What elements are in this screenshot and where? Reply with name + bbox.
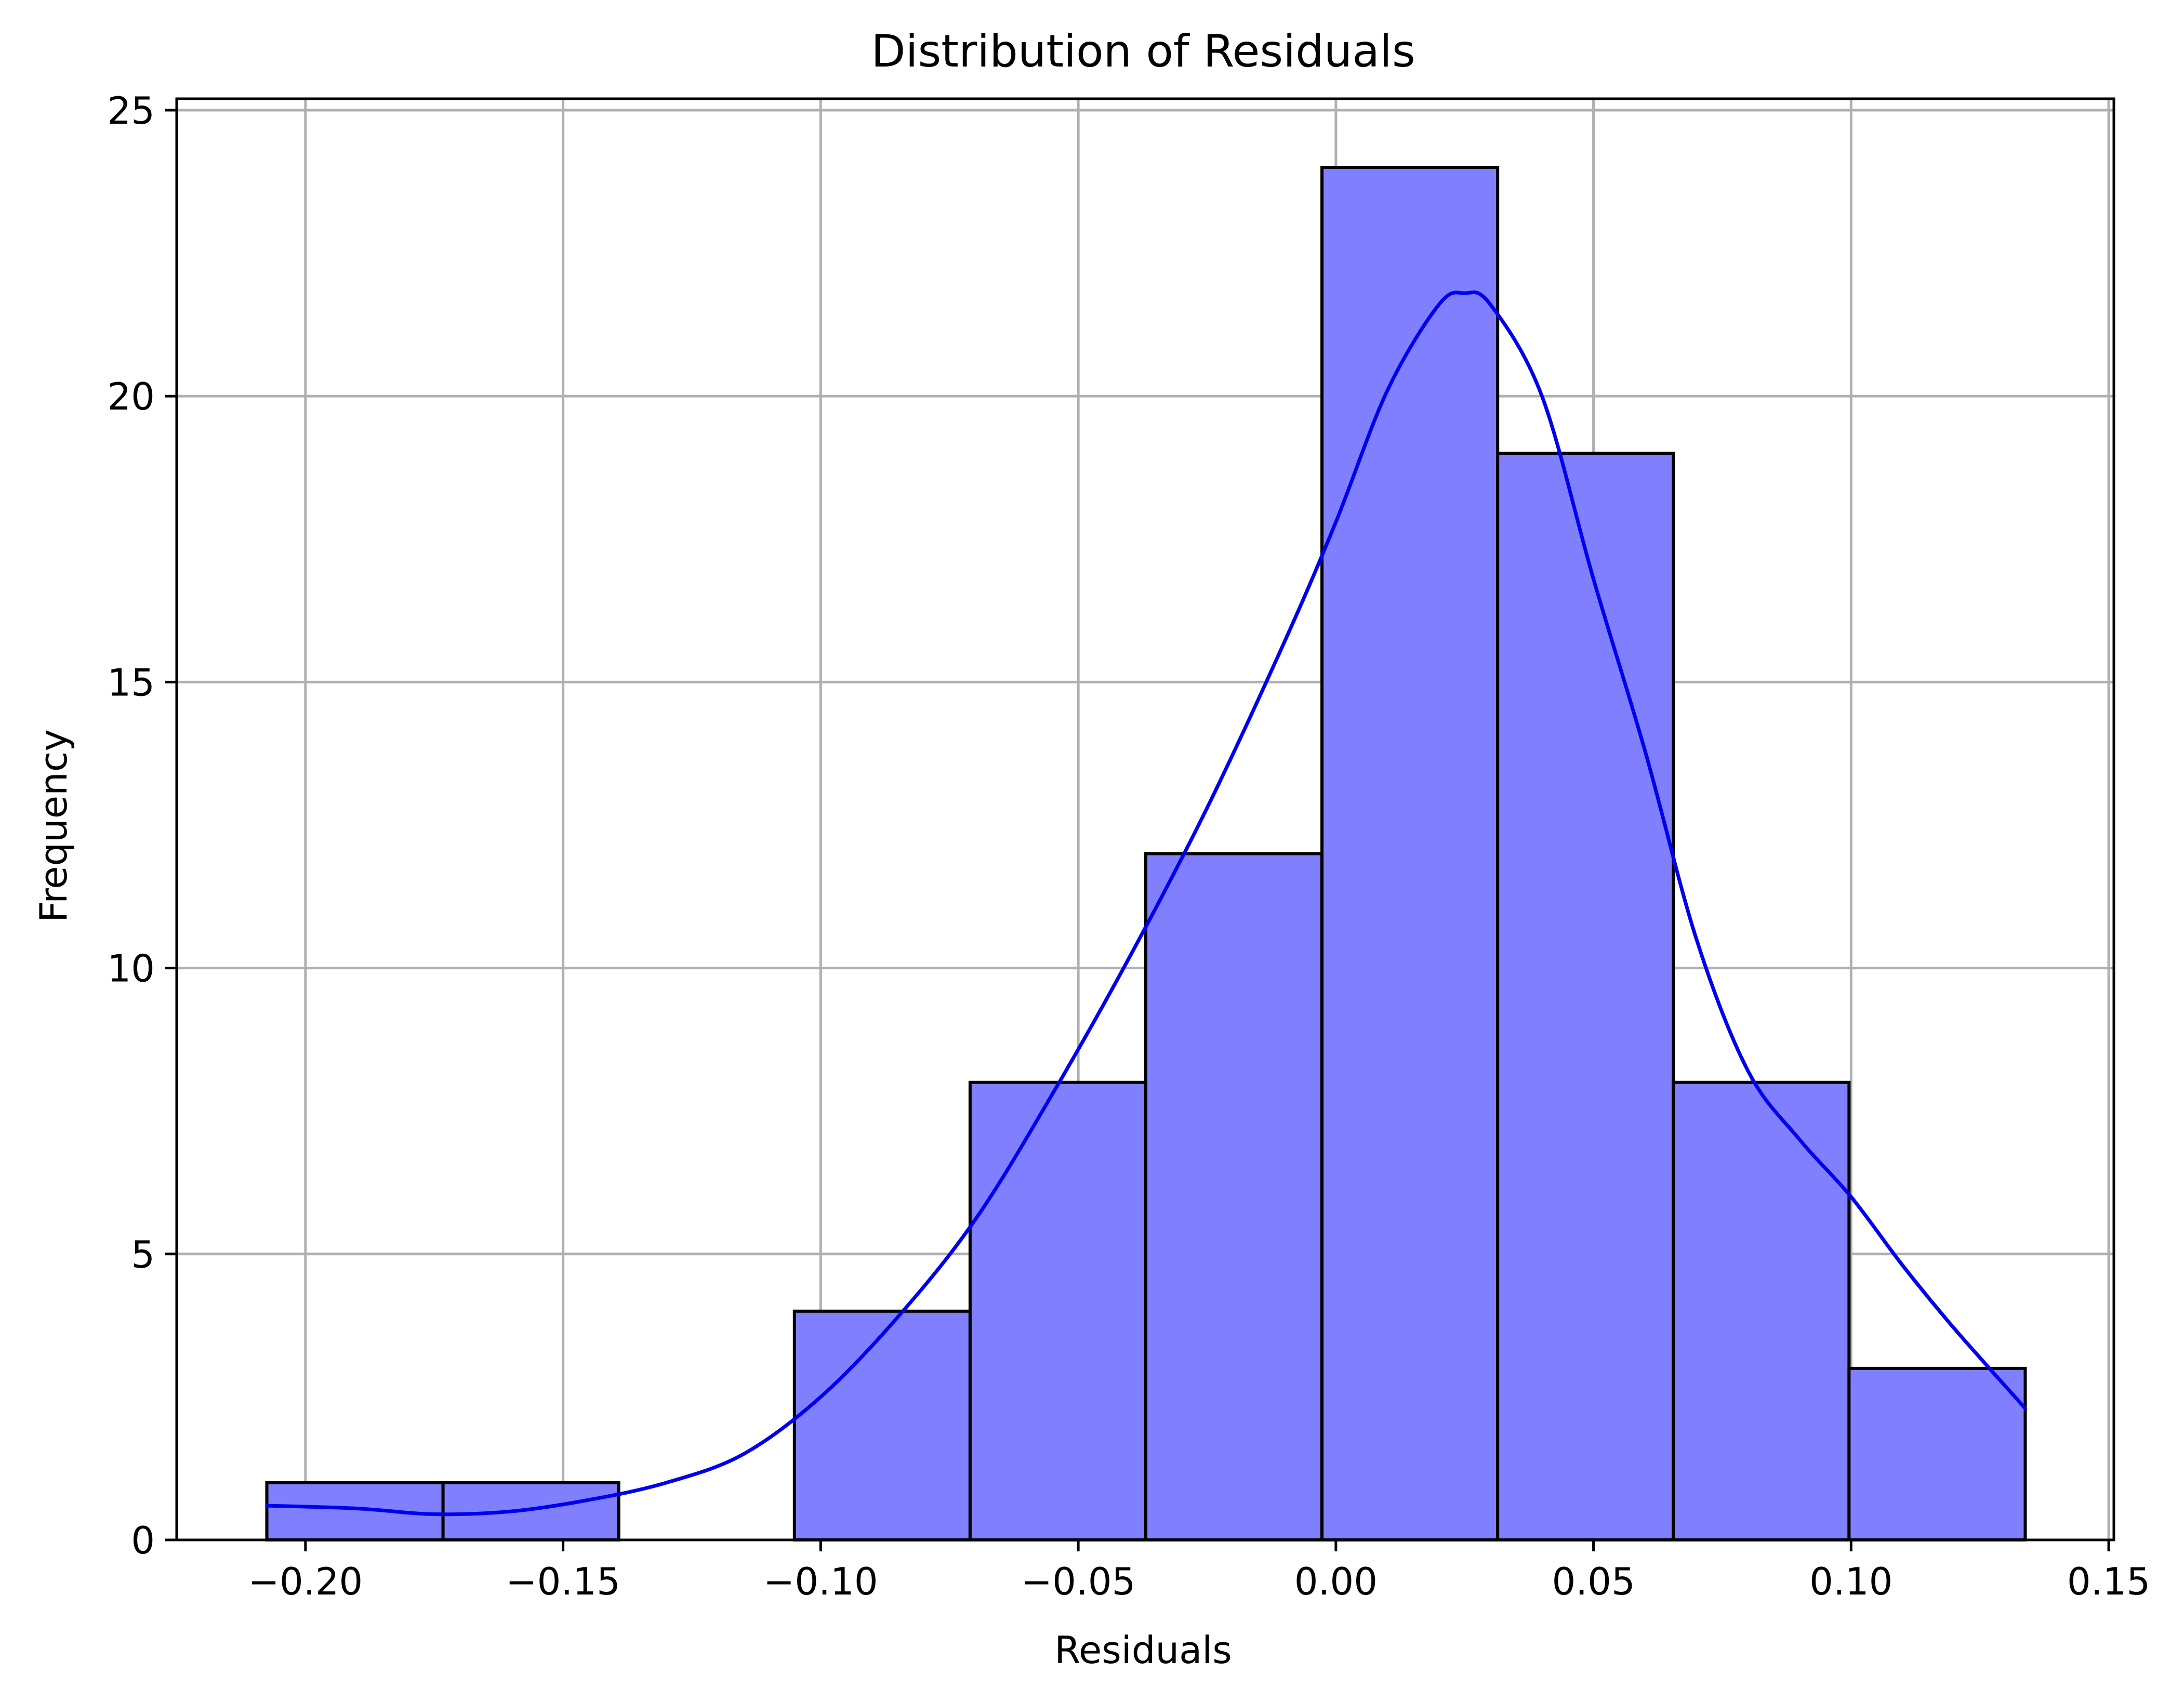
x-axis-label: Residuals [1054,1628,1232,1672]
x-axis-ticks: −0.20 −0.15 −0.10 −0.05 0.00 0.05 0.10 0.15 [248,1540,2150,1603]
x-tick-label: 0.10 [1809,1560,1892,1603]
histogram-bars [265,166,2027,1542]
histogram-bar [265,1481,445,1541]
histogram-bar [441,1481,620,1541]
x-tick-label: −0.15 [506,1560,620,1603]
kde-curve [265,290,2027,1517]
histogram-bar [968,1080,1147,1542]
y-tick-label: 20 [107,375,155,418]
chart-title: Distribution of Residuals [871,25,1415,77]
x-tick-label: −0.05 [1021,1560,1136,1603]
histogram-bar [792,1309,972,1542]
y-tick-label: 15 [107,661,155,704]
x-tick-label: 0.00 [1294,1560,1378,1603]
histogram-bar [1320,166,1500,1541]
x-tick-label: 0.05 [1552,1560,1635,1603]
y-axis-ticks: 0 5 10 15 20 25 [107,89,177,1562]
axes-frame [175,97,2115,1541]
histogram-bar [1672,1080,1851,1542]
histogram-bar [1496,452,1675,1541]
x-tick-label: −0.10 [763,1560,878,1603]
x-tick-label: −0.20 [248,1560,363,1603]
y-tick-label: 5 [131,1233,155,1276]
histogram-bar [1144,852,1324,1541]
y-tick-label: 10 [107,947,155,991]
y-tick-label: 25 [107,89,155,133]
histogram-bar [1847,1366,2027,1541]
x-tick-label: 0.15 [2067,1560,2150,1603]
y-tick-label: 0 [131,1519,155,1562]
y-axis-label: Frequency [32,729,75,923]
